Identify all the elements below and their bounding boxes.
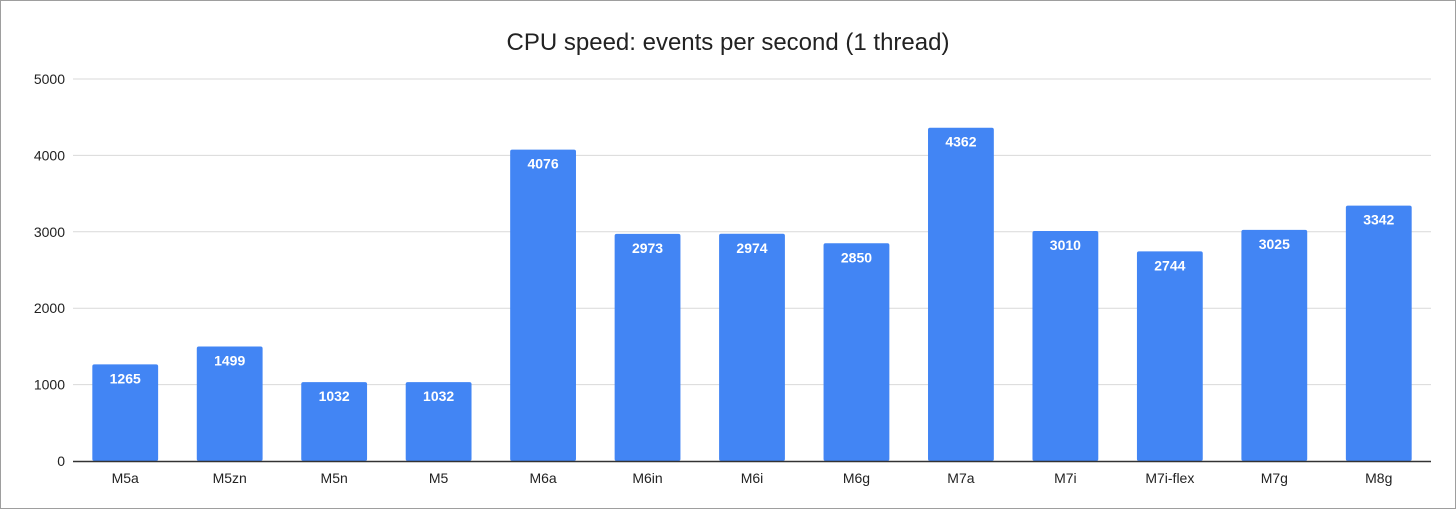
y-tick-label: 5000 <box>34 71 65 87</box>
bar-m5 <box>405 382 472 461</box>
data-label: 3010 <box>1050 237 1081 253</box>
x-tick-label: M5a <box>112 470 139 486</box>
x-tick-label: M5 <box>429 470 449 486</box>
data-label: 1265 <box>110 370 141 386</box>
bar-m5a <box>92 364 159 461</box>
bars <box>92 127 1412 462</box>
data-label: 3342 <box>1363 212 1394 228</box>
x-tick-label: M6in <box>632 470 662 486</box>
y-tick-label: 2000 <box>34 300 65 316</box>
bar-m7g <box>1241 229 1308 461</box>
bar-m5zn <box>196 346 263 461</box>
gridlines <box>73 78 1431 386</box>
data-label: 1032 <box>319 388 350 404</box>
chart-title: CPU speed: events per second (1 thread) <box>507 29 950 56</box>
bar-m6a <box>510 149 576 461</box>
x-tick-label: M7a <box>947 470 974 486</box>
bar-m6i <box>719 233 785 461</box>
x-tick-label: M7i <box>1054 470 1077 486</box>
y-tick-label: 4000 <box>34 147 65 163</box>
y-tick-label: 1000 <box>34 377 65 393</box>
data-label: 1032 <box>423 388 454 404</box>
y-tick-label: 3000 <box>34 224 65 240</box>
y-tick-label: 0 <box>57 453 65 469</box>
bar-m7i-flex <box>1136 251 1203 461</box>
x-tick-label: M5n <box>321 470 348 486</box>
data-label: 4076 <box>527 156 558 172</box>
x-tick-label: M8g <box>1365 470 1392 486</box>
data-labels: 1265 1499 1032 1032 4076 2973 2974 2850 4362 3010… <box>110 134 1395 404</box>
data-label: 2850 <box>841 249 872 265</box>
data-label: 3025 <box>1259 236 1290 252</box>
x-axis-ticks: M5a M5zn M5n M5 M6a M6in M6i M6g M7a M7i M7i-flex M… <box>112 470 1393 486</box>
y-axis-ticks: 0 1000 2000 3000 4000 5000 <box>34 71 65 469</box>
bar-m5n <box>301 382 368 461</box>
bar-m7i <box>1032 231 1099 461</box>
x-tick-label: M6g <box>843 470 870 486</box>
data-label: 2974 <box>736 240 767 256</box>
x-tick-label: M7g <box>1261 470 1288 486</box>
x-tick-label: M7i-flex <box>1145 470 1194 486</box>
data-label: 4362 <box>945 134 976 150</box>
bar-m8g <box>1345 205 1412 461</box>
bar-m6g <box>823 243 890 461</box>
bar-m7a <box>928 127 994 462</box>
x-tick-label: M5zn <box>213 470 247 486</box>
data-label: 1499 <box>214 352 245 368</box>
x-tick-label: M6a <box>529 470 556 486</box>
data-label: 2744 <box>1154 257 1185 273</box>
data-label: 2973 <box>632 240 663 256</box>
bar-m6in <box>614 233 681 461</box>
x-tick-label: M6i <box>741 470 764 486</box>
